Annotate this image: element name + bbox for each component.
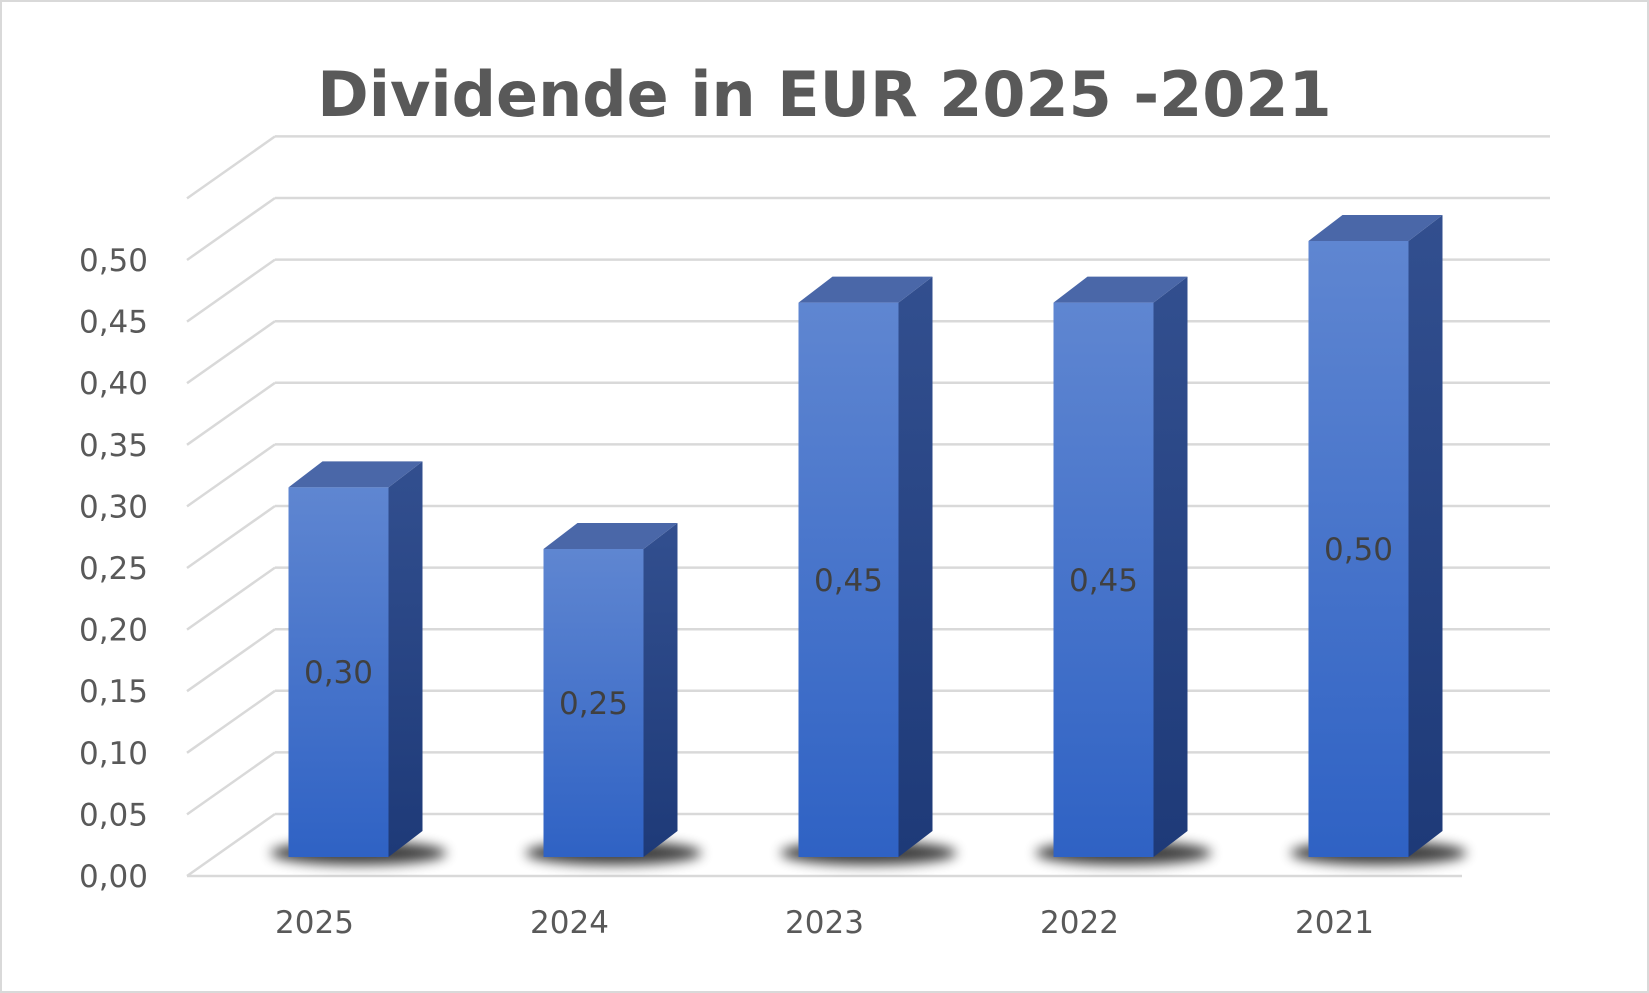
gridline-diagonal	[186, 135, 276, 200]
gridline-diagonal	[186, 443, 276, 508]
x-tick-label: 2025	[275, 905, 354, 941]
gridline-diagonal	[186, 751, 276, 816]
gridline-diagonal	[186, 812, 276, 878]
bar-2021	[1308, 241, 1409, 857]
bar-side	[1408, 215, 1443, 857]
bar-top	[1308, 215, 1443, 241]
bar-side	[388, 461, 423, 857]
y-axis: 0,00 0,05 0,10 0,15 0,20 0,25 0,30 0,35 0,40 0,45…	[79, 243, 148, 895]
bar-side	[1153, 276, 1188, 858]
gridline-diagonal	[186, 381, 276, 446]
gridline-diagonal	[186, 628, 276, 693]
x-tick-label: 2023	[785, 905, 864, 941]
bar-top	[288, 461, 423, 488]
bar-side	[643, 523, 678, 857]
x-axis: 2025 2024 2023 2022 2021	[275, 905, 1374, 941]
bars	[270, 215, 1467, 865]
gridline-diagonal	[186, 320, 276, 385]
y-tick-label: 0,10	[79, 736, 148, 772]
data-label: 0,25	[559, 686, 628, 722]
bar-2023	[798, 302, 899, 858]
chart-title: Dividende in EUR 2025 -2021	[317, 58, 1332, 131]
gridline-diagonal	[186, 689, 276, 754]
y-tick-label: 0,05	[79, 797, 148, 833]
bar-top	[798, 276, 933, 303]
data-label: 0,50	[1324, 532, 1393, 568]
bar-top	[1053, 276, 1188, 303]
gridline-diagonal	[186, 258, 276, 323]
gridline-diagonal	[186, 504, 276, 570]
gridline-diagonal	[186, 566, 276, 631]
data-label: 0,45	[814, 563, 883, 599]
y-tick-label: 0,20	[79, 613, 148, 649]
bar-2024	[543, 549, 644, 857]
data-labels: 0,30 0,25 0,45 0,45 0,50	[304, 532, 1393, 722]
data-label: 0,30	[304, 655, 373, 691]
bar-2025	[288, 487, 389, 857]
y-tick-label: 0,35	[79, 428, 148, 464]
bar-2022	[1053, 302, 1154, 858]
data-label: 0,45	[1069, 563, 1138, 599]
x-tick-label: 2021	[1295, 905, 1374, 941]
x-tick-label: 2024	[530, 905, 609, 941]
y-tick-label: 0,00	[79, 859, 148, 895]
y-tick-label: 0,30	[79, 489, 148, 525]
x-tick-label: 2022	[1040, 905, 1119, 941]
bar-top	[543, 523, 678, 549]
bar-side	[898, 276, 933, 858]
y-tick-label: 0,50	[79, 243, 148, 279]
y-tick-label: 0,25	[79, 551, 148, 587]
y-tick-label: 0,40	[79, 366, 148, 402]
y-tick-label: 0,15	[79, 674, 148, 710]
y-tick-label: 0,45	[79, 305, 148, 341]
gridline-diagonal	[186, 196, 276, 262]
